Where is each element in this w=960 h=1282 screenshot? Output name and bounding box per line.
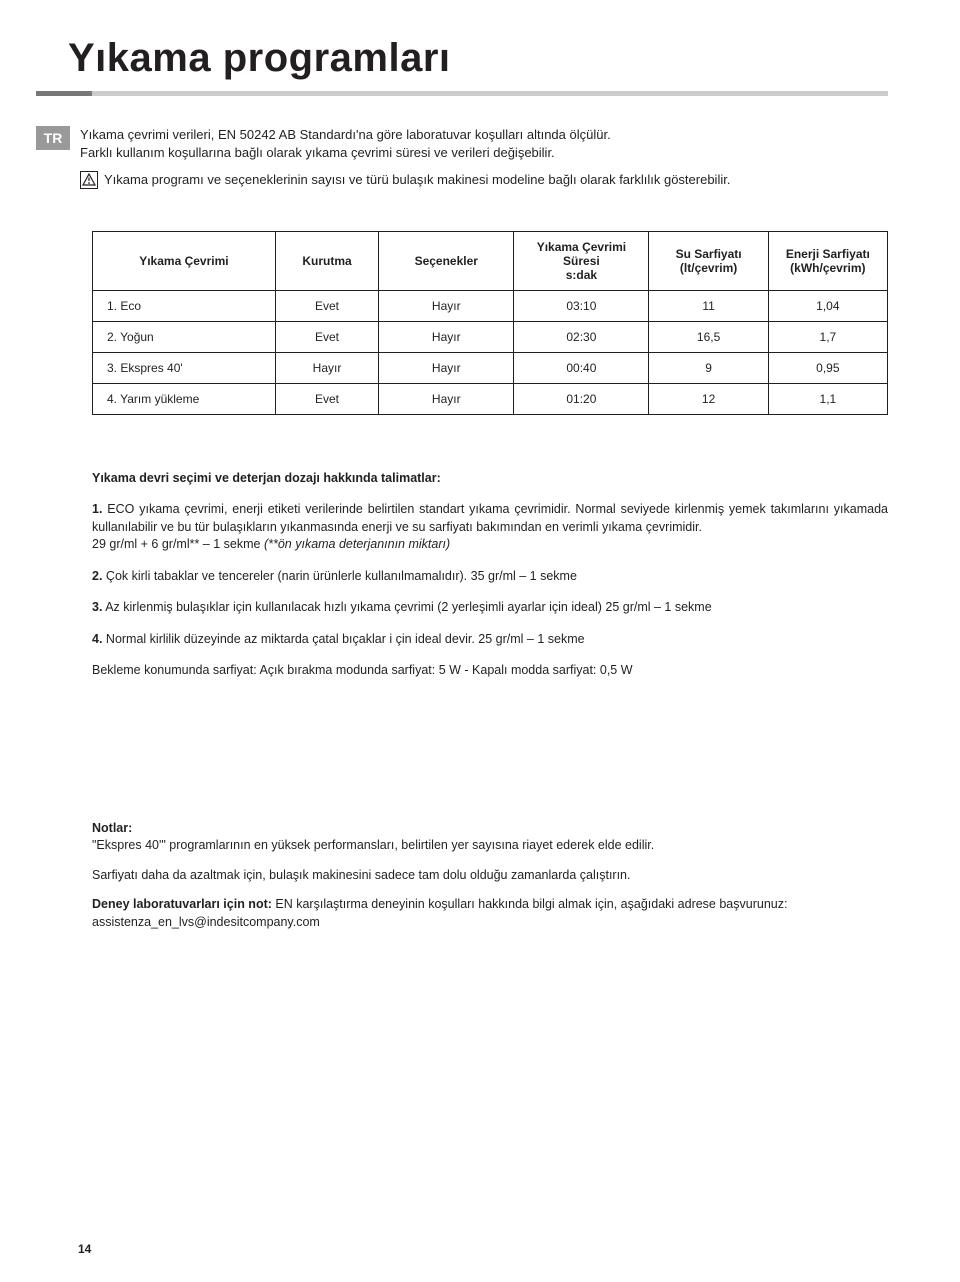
- document-page: Yıkama programları TR Yıkama çevrimi ver…: [0, 0, 960, 1282]
- cell-energy: 0,95: [768, 353, 887, 384]
- cell-dry: Evet: [275, 322, 378, 353]
- horizontal-rule: [36, 91, 888, 96]
- instruction-1-num: 1.: [92, 502, 102, 516]
- instructions-heading: Yıkama devri seçimi ve deterjan dozajı h…: [92, 471, 888, 485]
- programs-table: Yıkama Çevrimi Kurutma Seçenekler Yıkama…: [92, 231, 888, 415]
- note-3-label: Deney laboratuvarları için not:: [92, 897, 272, 911]
- cell-opt: Hayır: [379, 322, 514, 353]
- col-program: Yıkama Çevrimi: [93, 232, 276, 291]
- col-drying: Kurutma: [275, 232, 378, 291]
- instruction-1: 1. ECO yıkama çevrimi, enerji etiketi ve…: [92, 501, 888, 554]
- instruction-1-dosage: 29 gr/ml + 6 gr/ml** – 1 sekme: [92, 537, 264, 551]
- instruction-2: 2. Çok kirli tabaklar ve tencereler (nar…: [92, 568, 888, 586]
- intro-warning-text: Yıkama programı ve seçeneklerinin sayısı…: [104, 171, 730, 189]
- instruction-4-num: 4.: [92, 632, 102, 646]
- cell-dur: 03:10: [514, 291, 649, 322]
- instructions-block: Yıkama devri seçimi ve deterjan dozajı h…: [92, 471, 888, 680]
- instruction-1-note: (**ön yıkama deterjanının miktarı): [264, 537, 450, 551]
- cell-dry: Evet: [275, 384, 378, 415]
- col-energy: Enerji Sarfiyatı(kWh/çevrim): [768, 232, 887, 291]
- table-row: 3. Ekspres 40' Hayır Hayır 00:40 9 0,95: [93, 353, 888, 384]
- instruction-3-text: Az kirlenmiş bulaşıklar için kullanılaca…: [102, 600, 711, 614]
- page-number: 14: [78, 1242, 91, 1256]
- instruction-2-text: Çok kirli tabaklar ve tencereler (narin …: [102, 569, 577, 583]
- intro-line-2: Farklı kullanım koşullarına bağlı olarak…: [80, 144, 730, 162]
- rule-light-segment: [92, 91, 888, 96]
- cell-dry: Hayır: [275, 353, 378, 384]
- cell-water: 11: [649, 291, 768, 322]
- instruction-1-text: ECO yıkama çevrimi, enerji etiketi veril…: [92, 502, 888, 534]
- instruction-4: 4. Normal kirlilik düzeyinde az miktarda…: [92, 631, 888, 649]
- page-title: Yıkama programları: [68, 36, 888, 81]
- cell-dur: 00:40: [514, 353, 649, 384]
- cell-opt: Hayır: [379, 353, 514, 384]
- col-options: Seçenekler: [379, 232, 514, 291]
- table-row: 1. Eco Evet Hayır 03:10 11 1,04: [93, 291, 888, 322]
- note-2: Sarfiyatı daha da azaltmak için, bulaşık…: [92, 867, 888, 885]
- col-duration-label: Yıkama ÇevrimiSüresis:dak: [520, 240, 642, 282]
- intro-text: Yıkama çevrimi verileri, EN 50242 AB Sta…: [80, 126, 730, 189]
- cell-dry: Evet: [275, 291, 378, 322]
- cell-opt: Hayır: [379, 384, 514, 415]
- cell-name: 1. Eco: [93, 291, 276, 322]
- cell-name: 3. Ekspres 40': [93, 353, 276, 384]
- rule-dark-segment: [36, 91, 92, 96]
- cell-energy: 1,1: [768, 384, 887, 415]
- instruction-3: 3. Az kirlenmiş bulaşıklar için kullanıl…: [92, 599, 888, 617]
- col-duration: Yıkama ÇevrimiSüresis:dak: [514, 232, 649, 291]
- notes-heading: Notlar:: [92, 821, 132, 835]
- note-1: "Ekspres 40'" programlarının en yüksek p…: [92, 838, 654, 852]
- cell-water: 9: [649, 353, 768, 384]
- warning-icon: [80, 171, 98, 189]
- cell-opt: Hayır: [379, 291, 514, 322]
- note-3: Deney laboratuvarları için not: EN karşı…: [92, 896, 888, 931]
- col-water-label: Su Sarfiyatı(lt/çevrim): [655, 247, 761, 275]
- table-header-row: Yıkama Çevrimi Kurutma Seçenekler Yıkama…: [93, 232, 888, 291]
- intro-warning-row: Yıkama programı ve seçeneklerinin sayısı…: [80, 171, 730, 189]
- table-body: 1. Eco Evet Hayır 03:10 11 1,04 2. Yoğun…: [93, 291, 888, 415]
- instruction-3-num: 3.: [92, 600, 102, 614]
- cell-water: 12: [649, 384, 768, 415]
- cell-dur: 02:30: [514, 322, 649, 353]
- cell-energy: 1,04: [768, 291, 887, 322]
- notes-heading-group: Notlar: "Ekspres 40'" programlarının en …: [92, 820, 888, 855]
- table-row: 4. Yarım yükleme Evet Hayır 01:20 12 1,1: [93, 384, 888, 415]
- standby-consumption: Bekleme konumunda sarfiyat: Açık bırakma…: [92, 662, 888, 680]
- cell-water: 16,5: [649, 322, 768, 353]
- cell-name: 4. Yarım yükleme: [93, 384, 276, 415]
- instruction-4-text: Normal kirlilik düzeyinde az miktarda ça…: [102, 632, 584, 646]
- table-row: 2. Yoğun Evet Hayır 02:30 16,5 1,7: [93, 322, 888, 353]
- notes-block: Notlar: "Ekspres 40'" programlarının en …: [92, 820, 888, 932]
- col-energy-label: Enerji Sarfiyatı(kWh/çevrim): [775, 247, 881, 275]
- language-badge: TR: [36, 126, 70, 150]
- intro-line-1: Yıkama çevrimi verileri, EN 50242 AB Sta…: [80, 126, 730, 144]
- col-water: Su Sarfiyatı(lt/çevrim): [649, 232, 768, 291]
- instruction-2-num: 2.: [92, 569, 102, 583]
- main-content: Yıkama Çevrimi Kurutma Seçenekler Yıkama…: [92, 231, 888, 931]
- cell-energy: 1,7: [768, 322, 887, 353]
- cell-dur: 01:20: [514, 384, 649, 415]
- intro-block: TR Yıkama çevrimi verileri, EN 50242 AB …: [36, 126, 888, 189]
- cell-name: 2. Yoğun: [93, 322, 276, 353]
